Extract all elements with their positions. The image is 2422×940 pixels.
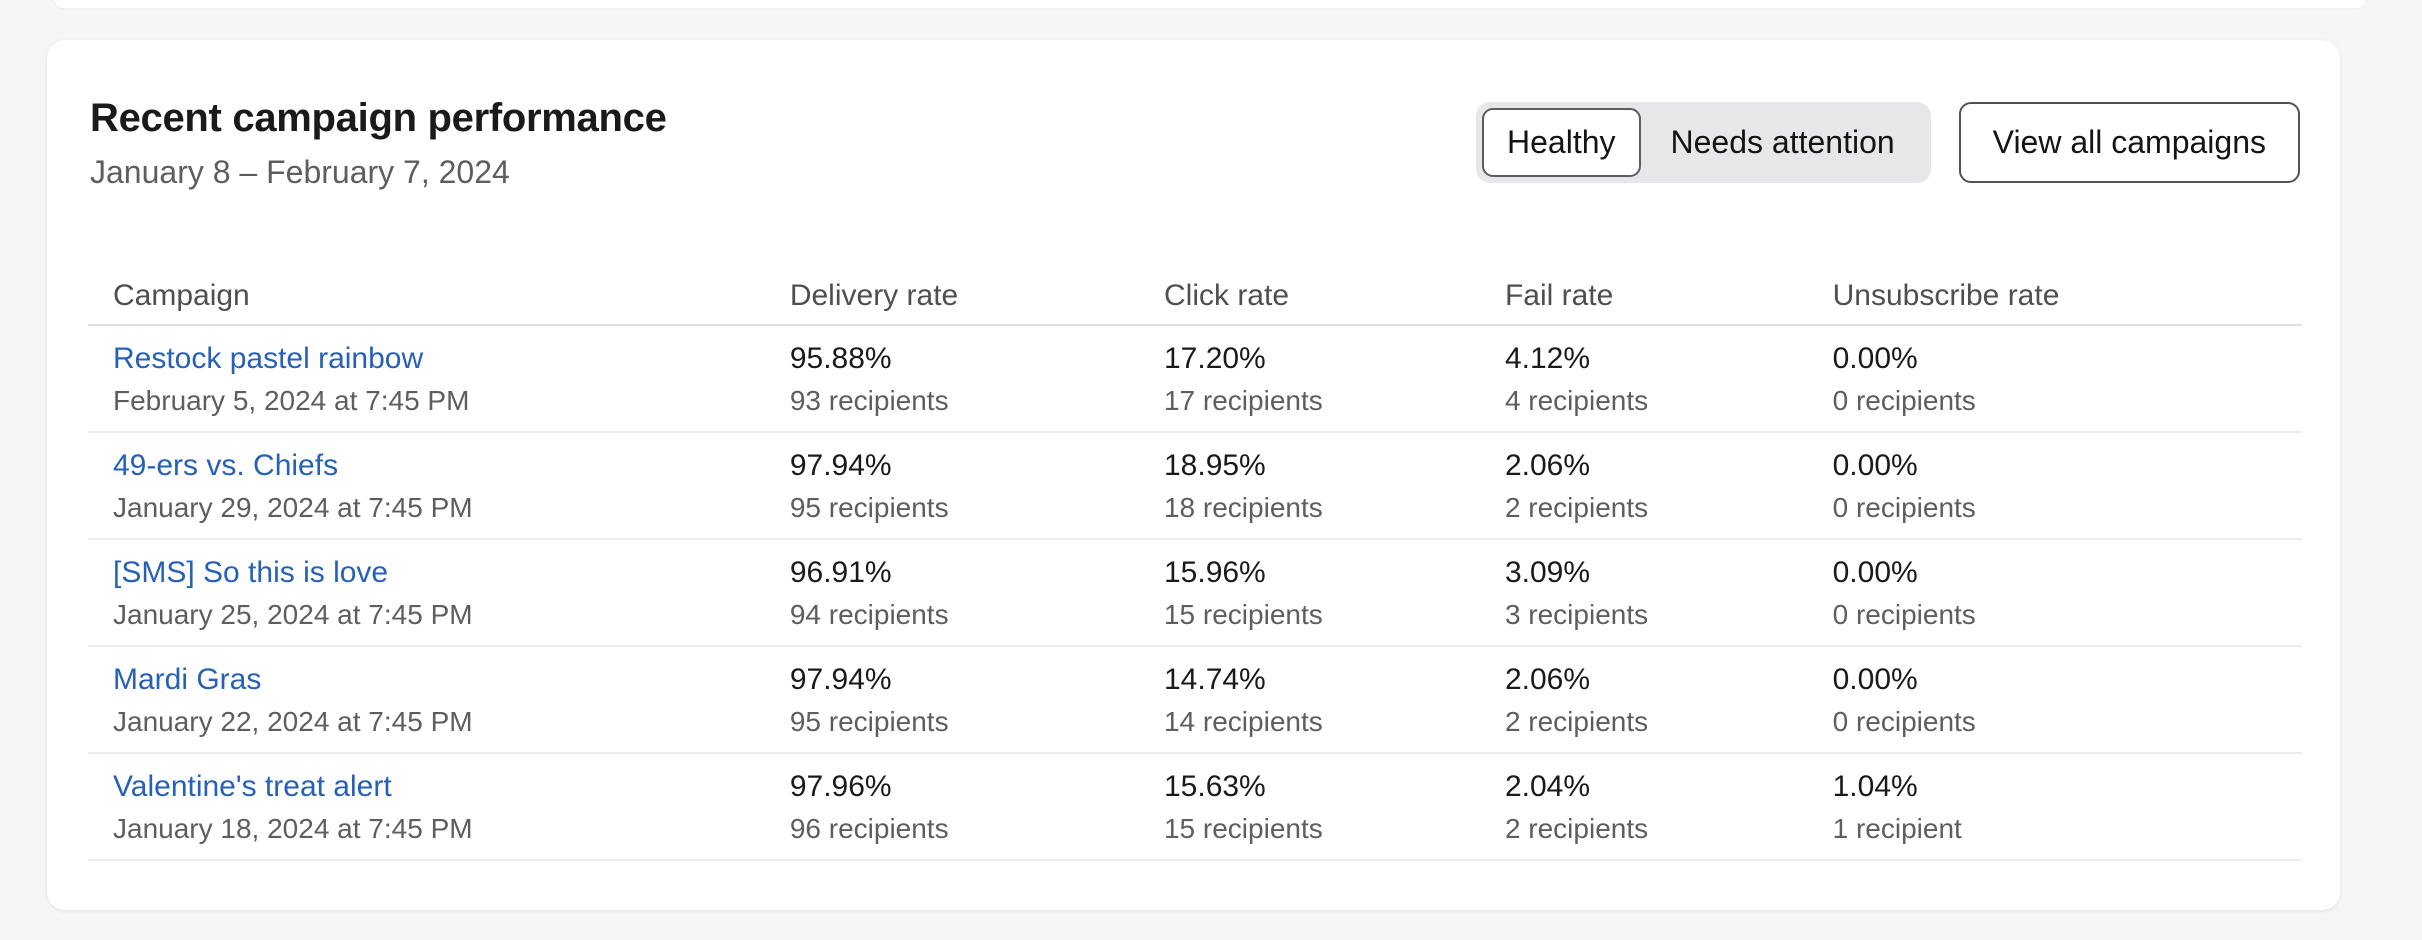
table-row: Valentine's treat alert January 18, 2024…: [88, 754, 2302, 861]
delivery-rate-value: 97.94%: [789, 448, 892, 482]
fail-rate-cell: 2.04% 2 recipients: [1505, 768, 1833, 846]
table-body: Restock pastel rainbow February 5, 2024 …: [88, 326, 2302, 861]
fail-rate-cell: 4.12% 4 recipients: [1505, 340, 1833, 418]
view-all-campaigns-button[interactable]: View all campaigns: [1958, 102, 2300, 183]
fail-recipients: 2 recipients: [1504, 705, 1649, 737]
fail-rate-cell: 3.09% 3 recipients: [1505, 554, 1833, 632]
delivery-rate-cell: 97.94% 95 recipients: [790, 661, 1164, 739]
column-header-unsubscribe-rate: Unsubscribe rate: [1832, 279, 2060, 312]
table-row: [SMS] So this is love January 25, 2024 a…: [88, 540, 2302, 647]
campaign-link[interactable]: Valentine's treat alert: [113, 769, 392, 803]
fail-rate-cell: 2.06% 2 recipients: [1505, 661, 1833, 739]
unsubscribe-recipients: 1 recipient: [1832, 812, 1962, 844]
click-recipients: 15 recipients: [1163, 598, 1323, 630]
filter-needs-attention-button[interactable]: Needs attention: [1670, 124, 1895, 160]
campaign-link[interactable]: [SMS] So this is love: [113, 555, 389, 589]
filter-healthy-button[interactable]: Healthy: [1482, 108, 1641, 177]
delivery-rate-cell: 97.94% 95 recipients: [790, 447, 1164, 525]
date-range: January 8 – February 7, 2024: [90, 154, 510, 190]
click-recipients: 17 recipients: [1163, 384, 1323, 416]
delivery-rate-value: 97.94%: [789, 662, 892, 696]
delivery-rate-cell: 97.96% 96 recipients: [790, 768, 1164, 846]
unsubscribe-rate-cell: 0.00% 0 recipients: [1833, 447, 2302, 525]
click-rate-cell: 15.96% 15 recipients: [1164, 554, 1505, 632]
delivery-rate-value: 95.88%: [789, 341, 892, 375]
health-filter-segmented-control: Healthy Needs attention: [1476, 102, 1931, 183]
fail-rate-cell: 2.06% 2 recipients: [1505, 447, 1833, 525]
fail-rate-value: 2.04%: [1504, 769, 1591, 803]
campaign-sent-date: February 5, 2024 at 7:45 PM: [113, 384, 470, 416]
unsubscribe-rate-cell: 0.00% 0 recipients: [1833, 340, 2302, 418]
unsubscribe-rate-value: 0.00%: [1832, 341, 1918, 375]
campaign-sent-date: January 29, 2024 at 7:45 PM: [113, 491, 473, 523]
fail-rate-value: 3.09%: [1504, 555, 1591, 589]
table-header-row: Campaign Delivery rate Click rate Fail r…: [88, 278, 2302, 326]
card-header: Recent campaign performance January 8 – …: [47, 40, 2340, 192]
unsubscribe-rate-value: 0.00%: [1832, 555, 1918, 589]
delivery-rate-value: 96.91%: [789, 555, 892, 589]
header-controls: Healthy Needs attention View all campaig…: [1476, 102, 2300, 183]
campaign-cell: [SMS] So this is love January 25, 2024 a…: [88, 554, 790, 632]
campaign-cell: Mardi Gras January 22, 2024 at 7:45 PM: [88, 661, 790, 739]
campaign-sent-date: January 18, 2024 at 7:45 PM: [113, 812, 473, 844]
card-header-text: Recent campaign performance January 8 – …: [90, 94, 667, 192]
click-recipients: 14 recipients: [1163, 705, 1323, 737]
fail-rate-value: 2.06%: [1504, 448, 1591, 482]
delivery-rate-value: 97.96%: [789, 769, 892, 803]
campaign-sent-date: January 25, 2024 at 7:45 PM: [113, 598, 473, 630]
column-header-delivery-rate: Delivery rate: [789, 279, 959, 312]
campaign-cell: Valentine's treat alert January 18, 2024…: [88, 768, 790, 846]
unsubscribe-rate-cell: 1.04% 1 recipient: [1833, 768, 2302, 846]
delivery-rate-cell: 95.88% 93 recipients: [790, 340, 1164, 418]
unsubscribe-recipients: 0 recipients: [1832, 705, 1976, 737]
click-rate-cell: 17.20% 17 recipients: [1164, 340, 1505, 418]
column-header-click-rate: Click rate: [1163, 279, 1290, 312]
campaign-cell: 49-ers vs. Chiefs January 29, 2024 at 7:…: [88, 447, 790, 525]
unsubscribe-rate-cell: 0.00% 0 recipients: [1833, 661, 2302, 739]
delivery-rate-cell: 96.91% 94 recipients: [790, 554, 1164, 632]
click-rate-value: 14.74%: [1163, 662, 1266, 696]
click-rate-value: 15.63%: [1163, 769, 1266, 803]
unsubscribe-rate-cell: 0.00% 0 recipients: [1833, 554, 2302, 632]
click-recipients: 18 recipients: [1163, 491, 1323, 523]
click-rate-value: 18.95%: [1163, 448, 1266, 482]
column-header-fail-rate: Fail rate: [1504, 279, 1614, 312]
table-row: Restock pastel rainbow February 5, 2024 …: [88, 326, 2302, 433]
previous-card-bottom-edge: [55, 0, 2365, 8]
fail-recipients: 3 recipients: [1504, 598, 1649, 630]
campaign-cell: Restock pastel rainbow February 5, 2024 …: [88, 340, 790, 418]
click-recipients: 15 recipients: [1163, 812, 1323, 844]
table-row: 49-ers vs. Chiefs January 29, 2024 at 7:…: [88, 433, 2302, 540]
click-rate-cell: 18.95% 18 recipients: [1164, 447, 1505, 525]
delivery-recipients: 94 recipients: [789, 598, 949, 630]
fail-rate-value: 2.06%: [1504, 662, 1591, 696]
unsubscribe-recipients: 0 recipients: [1832, 598, 1976, 630]
column-header-campaign: Campaign: [113, 279, 250, 312]
table-row: Mardi Gras January 22, 2024 at 7:45 PM 9…: [88, 647, 2302, 754]
unsubscribe-recipients: 0 recipients: [1832, 491, 1976, 523]
delivery-recipients: 93 recipients: [789, 384, 949, 416]
unsubscribe-rate-value: 0.00%: [1832, 448, 1918, 482]
fail-recipients: 2 recipients: [1504, 491, 1649, 523]
campaign-performance-table: Campaign Delivery rate Click rate Fail r…: [88, 278, 2302, 861]
unsubscribe-rate-value: 0.00%: [1832, 662, 1918, 696]
fail-rate-value: 4.12%: [1504, 341, 1591, 375]
page-title: Recent campaign performance: [90, 96, 667, 140]
click-rate-cell: 15.63% 15 recipients: [1164, 768, 1505, 846]
delivery-recipients: 96 recipients: [789, 812, 949, 844]
click-rate-value: 17.20%: [1163, 341, 1266, 375]
campaign-link[interactable]: 49-ers vs. Chiefs: [113, 448, 339, 482]
unsubscribe-recipients: 0 recipients: [1832, 384, 1976, 416]
click-rate-cell: 14.74% 14 recipients: [1164, 661, 1505, 739]
campaign-link[interactable]: Mardi Gras: [113, 662, 262, 696]
delivery-recipients: 95 recipients: [789, 705, 949, 737]
recent-campaign-performance-card: Recent campaign performance January 8 – …: [47, 40, 2340, 910]
delivery-recipients: 95 recipients: [789, 491, 949, 523]
fail-recipients: 4 recipients: [1504, 384, 1649, 416]
campaign-link[interactable]: Restock pastel rainbow: [113, 341, 424, 375]
click-rate-value: 15.96%: [1163, 555, 1266, 589]
unsubscribe-rate-value: 1.04%: [1832, 769, 1918, 803]
fail-recipients: 2 recipients: [1504, 812, 1649, 844]
campaign-sent-date: January 22, 2024 at 7:45 PM: [113, 705, 473, 737]
